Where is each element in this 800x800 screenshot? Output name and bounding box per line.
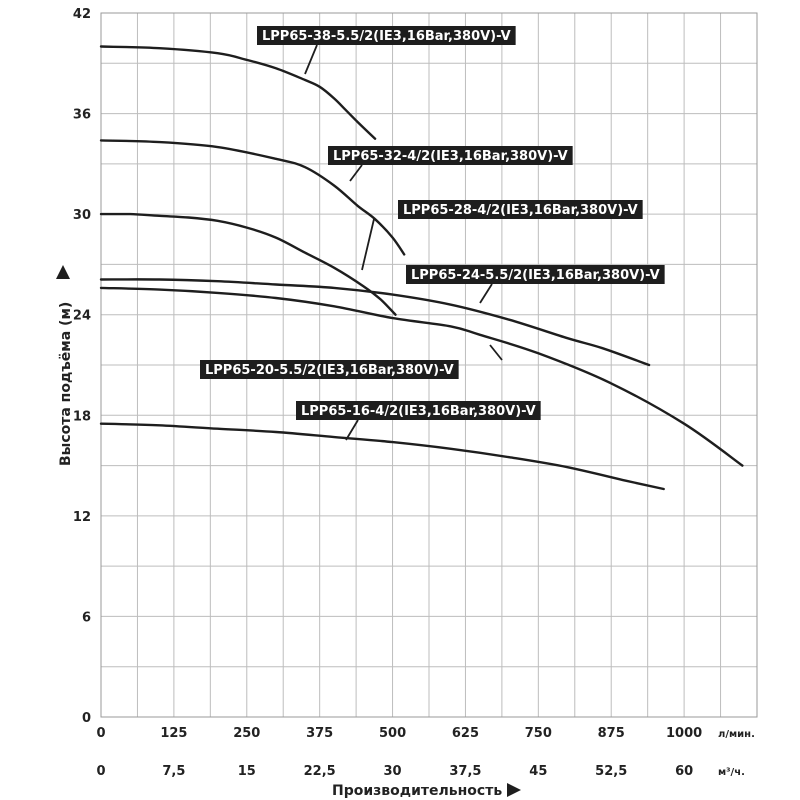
y-tick-label: 0 <box>82 711 91 726</box>
series-curve <box>99 212 397 316</box>
x-tick-label-secondary: 45 <box>529 764 547 779</box>
x-tick-label-secondary: 52,5 <box>595 764 627 779</box>
series-label-text: LPP65-32-4/2(IE3,16Bar,380V)-V <box>333 149 568 164</box>
x-tick-label-primary: 875 <box>598 726 625 741</box>
series-label: LPP65-20-5.5/2(IE3,16Bar,380V)-V <box>200 344 503 379</box>
x-tick-label-secondary: 22,5 <box>304 764 336 779</box>
x-tick-label-primary: 375 <box>306 726 333 741</box>
performance-curves <box>99 45 744 491</box>
x-tick-label-primary: 0 <box>96 726 105 741</box>
x-axis-title: Производительность <box>332 783 502 799</box>
x-tick-label-secondary: 0 <box>96 764 105 779</box>
y-tick-label: 12 <box>73 510 91 525</box>
y-axis-arrow-icon <box>56 265 70 279</box>
series-label: LPP65-16-4/2(IE3,16Bar,380V)-V <box>296 401 541 441</box>
series-curve <box>99 278 651 367</box>
x-tick-label-primary: 125 <box>160 726 187 741</box>
series-label-text: LPP65-16-4/2(IE3,16Bar,380V)-V <box>301 404 536 419</box>
x-tick-label-secondary: 15 <box>238 764 256 779</box>
series-label: LPP65-32-4/2(IE3,16Bar,380V)-V <box>328 146 573 182</box>
y-axis-title: Высота подъёма (м) <box>58 302 74 466</box>
series-label-leader <box>304 44 318 75</box>
x-tick-label-secondary: 37,5 <box>449 764 481 779</box>
series-label-leader <box>361 218 375 271</box>
series-label-box <box>200 360 459 379</box>
x-axis-arrow-icon <box>507 783 521 797</box>
series-curve <box>99 45 377 140</box>
series-label-box <box>296 401 541 420</box>
series-label-text: LPP65-28-4/2(IE3,16Bar,380V)-V <box>403 203 638 218</box>
grid-lines <box>100 12 758 718</box>
x-unit-primary: л/мин. <box>718 729 755 740</box>
series-label-box <box>398 200 643 219</box>
axes <box>100 12 758 718</box>
x-tick-label-secondary: 30 <box>384 764 402 779</box>
x-tick-label-primary: 250 <box>233 726 260 741</box>
series-label-leader <box>489 344 503 361</box>
tick-labels: 0 6 12 18 24 30 36 42 0 125 250 375 500 625 750 875 1000… <box>73 7 702 779</box>
y-tick-label: 6 <box>82 610 91 625</box>
series-label-box <box>406 265 665 284</box>
y-tick-label: 24 <box>73 309 91 324</box>
y-tick-label: 18 <box>73 409 91 424</box>
series-label-box <box>257 26 516 45</box>
series-label-leader <box>345 419 359 441</box>
plot-frame <box>100 12 758 718</box>
x-tick-label-primary: 625 <box>452 726 479 741</box>
series-label-leader <box>479 283 493 304</box>
series-label: LPP65-38-5.5/2(IE3,16Bar,380V)-V <box>257 26 516 75</box>
series-curve <box>99 286 744 467</box>
x-tick-label-secondary: 60 <box>675 764 693 779</box>
x-tick-label-primary: 750 <box>525 726 552 741</box>
series-label: LPP65-24-5.5/2(IE3,16Bar,380V)-V <box>406 265 665 304</box>
series-curve <box>99 422 665 491</box>
series-label-text: LPP65-24-5.5/2(IE3,16Bar,380V)-V <box>411 268 660 283</box>
x-tick-label-primary: 1000 <box>666 726 702 741</box>
y-tick-label: 42 <box>73 7 91 22</box>
x-tick-label-primary: 500 <box>379 726 406 741</box>
series-label-text: LPP65-20-5.5/2(IE3,16Bar,380V)-V <box>205 363 454 378</box>
series-label: LPP65-28-4/2(IE3,16Bar,380V)-V <box>361 200 643 271</box>
x-tick-label-secondary: 7,5 <box>162 764 185 779</box>
y-tick-label: 36 <box>73 108 91 123</box>
series-curve <box>99 139 406 256</box>
x-unit-secondary: м³/ч. <box>718 767 745 778</box>
series-label-leader <box>349 164 363 182</box>
series-labels: LPP65-38-5.5/2(IE3,16Bar,380V)-V LPP65-32… <box>200 26 665 441</box>
series-label-box <box>328 146 573 165</box>
series-label-text: LPP65-38-5.5/2(IE3,16Bar,380V)-V <box>262 29 511 44</box>
y-tick-label: 30 <box>73 208 91 223</box>
